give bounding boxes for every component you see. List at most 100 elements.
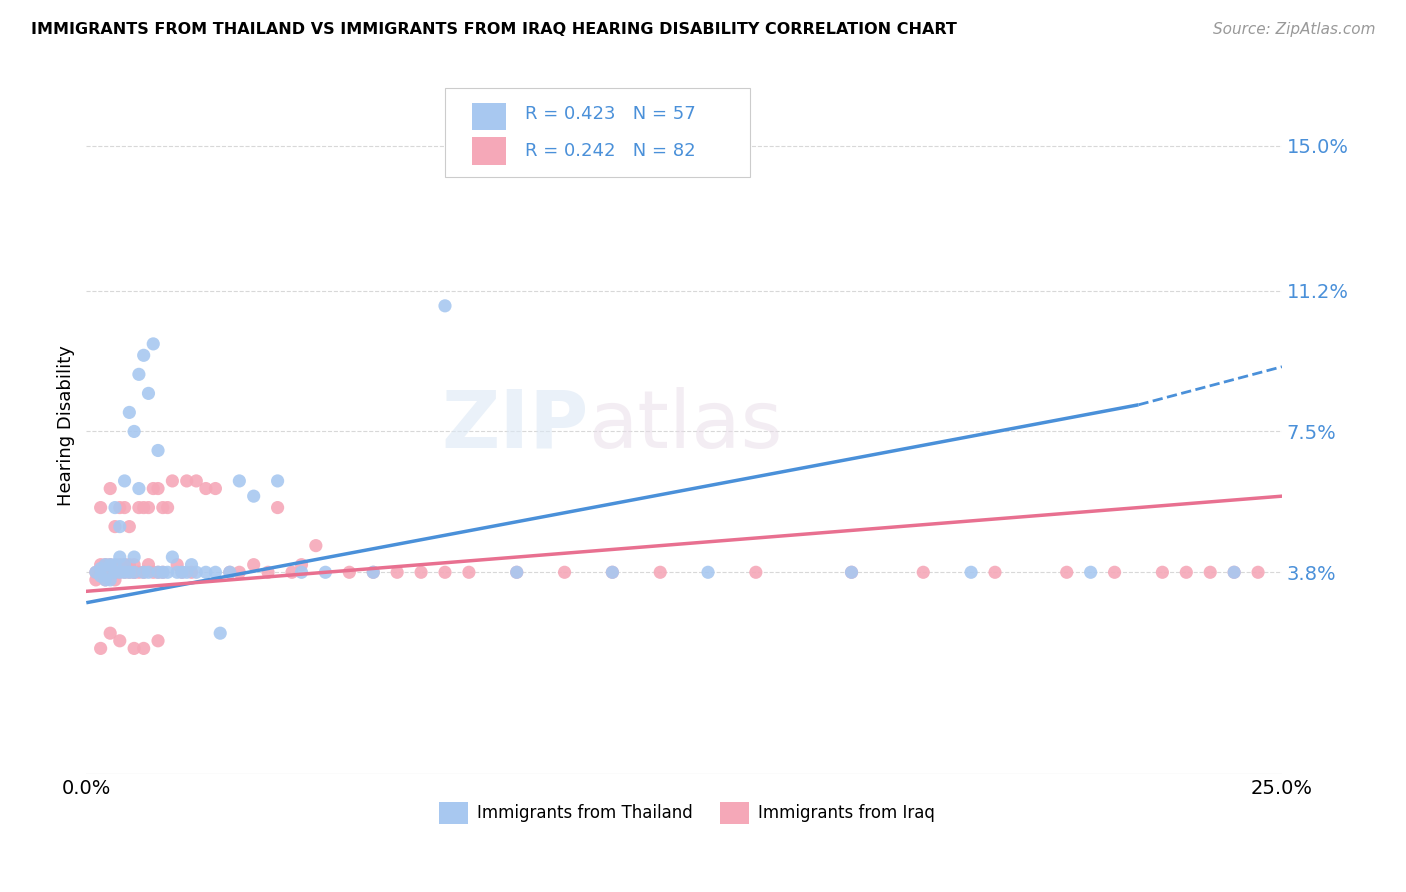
Point bbox=[1223, 566, 1246, 580]
Point bbox=[166, 566, 188, 580]
Point bbox=[180, 566, 202, 580]
Point bbox=[132, 500, 155, 515]
Point bbox=[108, 633, 131, 648]
Point bbox=[114, 500, 136, 515]
Point bbox=[162, 474, 184, 488]
Point bbox=[104, 500, 127, 515]
Point bbox=[218, 566, 240, 580]
Point bbox=[745, 566, 768, 580]
Point bbox=[257, 566, 280, 580]
Point bbox=[1104, 566, 1126, 580]
Point bbox=[146, 443, 169, 458]
Point bbox=[266, 500, 288, 515]
Point bbox=[118, 519, 141, 533]
Point bbox=[433, 299, 456, 313]
Point bbox=[108, 550, 131, 565]
Point bbox=[138, 558, 160, 572]
Point bbox=[90, 641, 112, 656]
Point bbox=[290, 558, 312, 572]
Point bbox=[94, 558, 117, 572]
Point bbox=[104, 566, 127, 580]
Text: Immigrants from Thailand: Immigrants from Thailand bbox=[477, 804, 693, 822]
Y-axis label: Hearing Disability: Hearing Disability bbox=[58, 345, 75, 506]
Point bbox=[98, 566, 121, 580]
Point bbox=[94, 573, 117, 587]
Point bbox=[122, 550, 145, 565]
Point bbox=[146, 633, 169, 648]
Point bbox=[132, 641, 155, 656]
Point bbox=[841, 566, 863, 580]
FancyBboxPatch shape bbox=[439, 802, 468, 824]
Point bbox=[132, 566, 155, 580]
Point bbox=[114, 566, 136, 580]
Point bbox=[98, 558, 121, 572]
Point bbox=[156, 500, 179, 515]
Point bbox=[122, 641, 145, 656]
Point bbox=[152, 566, 174, 580]
Point bbox=[170, 566, 193, 580]
Point bbox=[90, 500, 112, 515]
Point bbox=[90, 561, 112, 575]
Point bbox=[912, 566, 935, 580]
Point bbox=[122, 566, 145, 580]
Point bbox=[84, 566, 107, 580]
Point bbox=[128, 482, 150, 496]
Point bbox=[166, 558, 188, 572]
Point bbox=[194, 482, 217, 496]
Point bbox=[132, 348, 155, 362]
FancyBboxPatch shape bbox=[444, 88, 749, 177]
Point bbox=[554, 566, 576, 580]
Point bbox=[128, 500, 150, 515]
Point bbox=[697, 566, 720, 580]
Text: R = 0.242   N = 82: R = 0.242 N = 82 bbox=[524, 143, 696, 161]
Point bbox=[1247, 566, 1270, 580]
Point bbox=[281, 566, 304, 580]
Text: IMMIGRANTS FROM THAILAND VS IMMIGRANTS FROM IRAQ HEARING DISABILITY CORRELATION : IMMIGRANTS FROM THAILAND VS IMMIGRANTS F… bbox=[31, 22, 957, 37]
Point bbox=[138, 386, 160, 401]
Point bbox=[361, 566, 384, 580]
Point bbox=[204, 482, 226, 496]
Point bbox=[94, 573, 117, 587]
Point bbox=[114, 558, 136, 572]
Point bbox=[90, 566, 112, 580]
Point bbox=[506, 566, 529, 580]
Point bbox=[602, 566, 624, 580]
Point bbox=[176, 474, 198, 488]
Point bbox=[122, 558, 145, 572]
Text: atlas: atlas bbox=[589, 387, 783, 465]
Point bbox=[114, 474, 136, 488]
Point bbox=[180, 558, 202, 572]
Point bbox=[142, 482, 165, 496]
Point bbox=[146, 566, 169, 580]
FancyBboxPatch shape bbox=[720, 802, 748, 824]
Point bbox=[94, 558, 117, 572]
Point bbox=[984, 566, 1007, 580]
Point bbox=[142, 337, 165, 351]
Point bbox=[98, 482, 121, 496]
Point bbox=[960, 566, 983, 580]
Point bbox=[305, 539, 328, 553]
Text: ZIP: ZIP bbox=[441, 387, 589, 465]
Point bbox=[122, 566, 145, 580]
Point bbox=[138, 566, 160, 580]
Point bbox=[84, 573, 107, 587]
Point bbox=[1080, 566, 1102, 580]
FancyBboxPatch shape bbox=[472, 103, 506, 130]
Point bbox=[104, 558, 127, 572]
Point bbox=[602, 566, 624, 580]
Point bbox=[170, 566, 193, 580]
Point bbox=[98, 626, 121, 640]
Point bbox=[162, 550, 184, 565]
Point bbox=[146, 482, 169, 496]
Point bbox=[146, 566, 169, 580]
Point bbox=[204, 566, 226, 580]
Point bbox=[118, 566, 141, 580]
Point bbox=[98, 566, 121, 580]
Point bbox=[104, 566, 127, 580]
Point bbox=[228, 474, 250, 488]
Point bbox=[1056, 566, 1078, 580]
Point bbox=[142, 566, 165, 580]
Point bbox=[314, 566, 336, 580]
Point bbox=[156, 566, 179, 580]
Point bbox=[98, 558, 121, 572]
